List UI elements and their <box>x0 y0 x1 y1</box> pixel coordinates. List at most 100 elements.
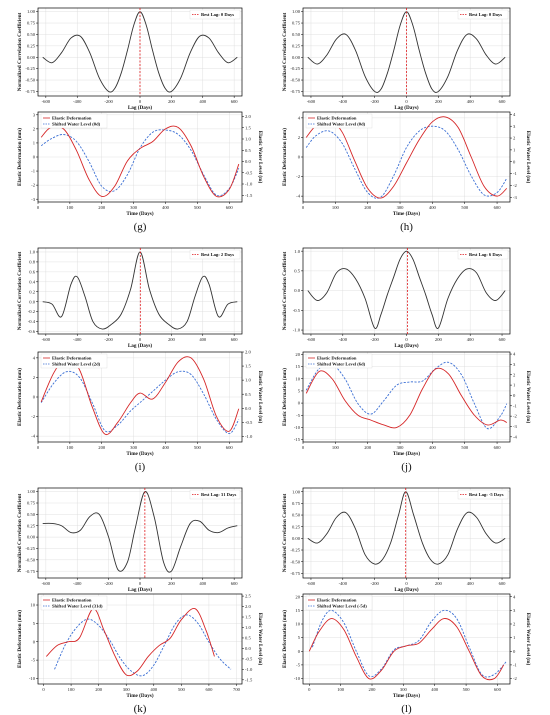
y-axis-label: Normalized Correlation Coefficient <box>282 493 288 572</box>
y-tick-label: 0.2 <box>29 289 35 294</box>
y-tick-label: -10 <box>29 676 36 681</box>
y-tick-label: 10 <box>295 376 300 381</box>
y2-tick-label: 2.0 <box>245 114 251 119</box>
y-axis-label: Normalized Correlation Coefficient <box>282 251 288 330</box>
y-axis-label: Elastic Deformation (mm) <box>281 128 288 186</box>
x-tick-label: 200 <box>364 205 372 210</box>
panel-label: (h) <box>400 221 413 233</box>
y-tick-label: 2 <box>33 375 36 380</box>
x-tick-label: -200 <box>370 337 379 342</box>
x-axis-label: Time (Days) <box>126 450 153 457</box>
x-tick-label: 300 <box>130 205 138 210</box>
y2-tick-label: 1.5 <box>245 615 251 620</box>
x-tick-label: 400 <box>199 581 207 586</box>
y2-tick-label: 2.0 <box>245 350 251 355</box>
panel-g: 0 100 200 300 400 500 600 -3 -2 -1 0 1 2 3 Time (Days)… <box>16 111 264 233</box>
y-tick-label: -0.25 <box>290 548 300 553</box>
x-tick-label: 0 <box>42 687 45 692</box>
x-axis-label: Lag (Days) <box>128 104 153 111</box>
y-tick-label: 1.00 <box>292 489 301 494</box>
y-axis-label: Normalized Correlation Coefficient <box>17 251 23 330</box>
y-tick-label: -2 <box>31 183 36 188</box>
legend-box <box>40 113 108 129</box>
y-tick-label: 5 <box>298 635 301 640</box>
x-tick-label: 700 <box>233 687 241 692</box>
legend-box <box>457 249 509 260</box>
x-tick-label: 600 <box>494 205 502 210</box>
panel-i: 0 100 200 300 400 500 600 -4 -2 0 2 4 Time (Days) Ela… <box>16 350 264 473</box>
y-tick-label: 0.00 <box>292 536 301 541</box>
x-axis-label: Lag (Days) <box>394 104 419 111</box>
legend-box <box>189 9 241 20</box>
water-level-line <box>305 125 508 199</box>
y2-tick-label: -2 <box>513 183 518 188</box>
legend-label: Best Lag: 0 Days <box>201 12 234 17</box>
y-tick-label: 0.50 <box>292 513 301 518</box>
x-tick-label: 200 <box>168 581 176 586</box>
x-tick-label: 200 <box>168 99 176 104</box>
y2-tick-label: 0.5 <box>245 636 251 641</box>
y-tick-label: 0.0 <box>29 299 35 304</box>
x-axis-label: Lag (Days) <box>394 342 419 349</box>
y-tick-label: -0.25 <box>25 546 35 551</box>
x-axis-label: Time (Days) <box>126 692 153 699</box>
y-tick-label: 0.4 <box>29 279 35 284</box>
y2-tick-label: -3 <box>513 195 518 200</box>
x-tick-label: 200 <box>98 445 106 450</box>
elastic-deformation-line <box>45 607 215 677</box>
x-tick-label: 0 <box>302 205 305 210</box>
x-tick-label: -400 <box>339 337 348 342</box>
x-tick-label: -600 <box>307 581 316 586</box>
x-axis-label: Time (Days) <box>393 210 420 217</box>
x-axis-label: Lag (Days) <box>394 586 419 593</box>
y-tick-label: -0.50 <box>25 78 35 83</box>
x-tick-label: -400 <box>339 581 348 586</box>
panel-r1r: -600 -400 -200 0 200 400 600 -0.75 -0.50 -0.25 0.0… <box>282 7 511 111</box>
y-tick-label: 1.0 <box>29 250 35 255</box>
y-tick-label: 10 <box>30 603 35 608</box>
y2-tick-label: -1.5 <box>245 193 253 198</box>
y-tick-label: 1.00 <box>27 489 36 494</box>
y-tick-label: 0.50 <box>27 32 36 37</box>
x-tick-label: -400 <box>73 99 82 104</box>
y-tick-label: 0.00 <box>27 55 36 60</box>
y-tick-label: 5 <box>33 621 36 626</box>
y-tick-label: -5 <box>296 663 301 668</box>
x-tick-label: 0 <box>405 337 408 342</box>
y2-tick-label: 1 <box>513 635 516 640</box>
y2-tick-label: 0.0 <box>245 646 251 651</box>
legend-box <box>305 353 373 369</box>
y-tick-label: 0.75 <box>27 501 36 506</box>
x-tick-label: 400 <box>162 445 170 450</box>
plot-frame <box>302 593 511 685</box>
y-tick-label: 3 <box>33 112 36 117</box>
x-tick-label: 100 <box>332 445 340 450</box>
y-tick-label: -10 <box>294 425 301 430</box>
water-level-line <box>305 361 508 430</box>
elastic-deformation-line <box>308 618 505 681</box>
y-tick-label: -0.25 <box>290 66 300 71</box>
y2-tick-label: -1 <box>513 403 518 408</box>
y-tick-label: 4 <box>298 115 301 120</box>
plot-frame <box>302 351 511 443</box>
x-tick-label: 600 <box>231 99 239 104</box>
y2-tick-label: 2 <box>513 136 516 141</box>
y2-axis-label: Elastic Water Level (m) <box>257 613 264 666</box>
y-tick-label: -15 <box>294 437 301 442</box>
legend-box <box>189 489 241 500</box>
legend-label: Best Lag: 2 Days <box>201 252 234 257</box>
x-tick-label: -200 <box>104 581 113 586</box>
y-tick-label: -1.0 <box>293 328 301 333</box>
y-tick-label: -5 <box>296 413 301 418</box>
y2-tick-label: 4 <box>513 352 516 357</box>
y2-tick-label: 1 <box>513 147 516 152</box>
y-tick-label: 0.25 <box>27 523 36 528</box>
x-tick-label: 0 <box>139 337 142 342</box>
legend-label: Best Lag: 31 Days <box>201 492 237 497</box>
x-tick-label: 200 <box>435 337 443 342</box>
y2-tick-label: 0 <box>513 393 516 398</box>
panel-r1l: -600 -400 -200 0 200 400 600 -0.75 -0.50 -0.25 0.0… <box>17 7 243 111</box>
x-tick-label: 400 <box>467 337 475 342</box>
x-tick-label: 600 <box>499 99 507 104</box>
